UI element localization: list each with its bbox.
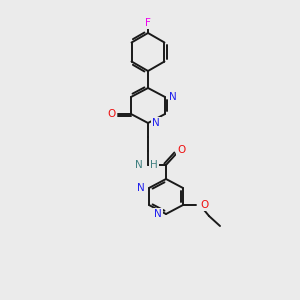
Text: N: N <box>169 92 177 102</box>
Text: N: N <box>152 118 160 128</box>
Text: N: N <box>154 209 162 219</box>
Text: O: O <box>177 145 185 155</box>
Text: F: F <box>145 18 151 28</box>
Text: O: O <box>108 109 116 119</box>
Text: N: N <box>135 160 143 170</box>
Text: H: H <box>150 160 158 170</box>
Text: N: N <box>137 183 145 193</box>
Text: O: O <box>200 200 208 210</box>
